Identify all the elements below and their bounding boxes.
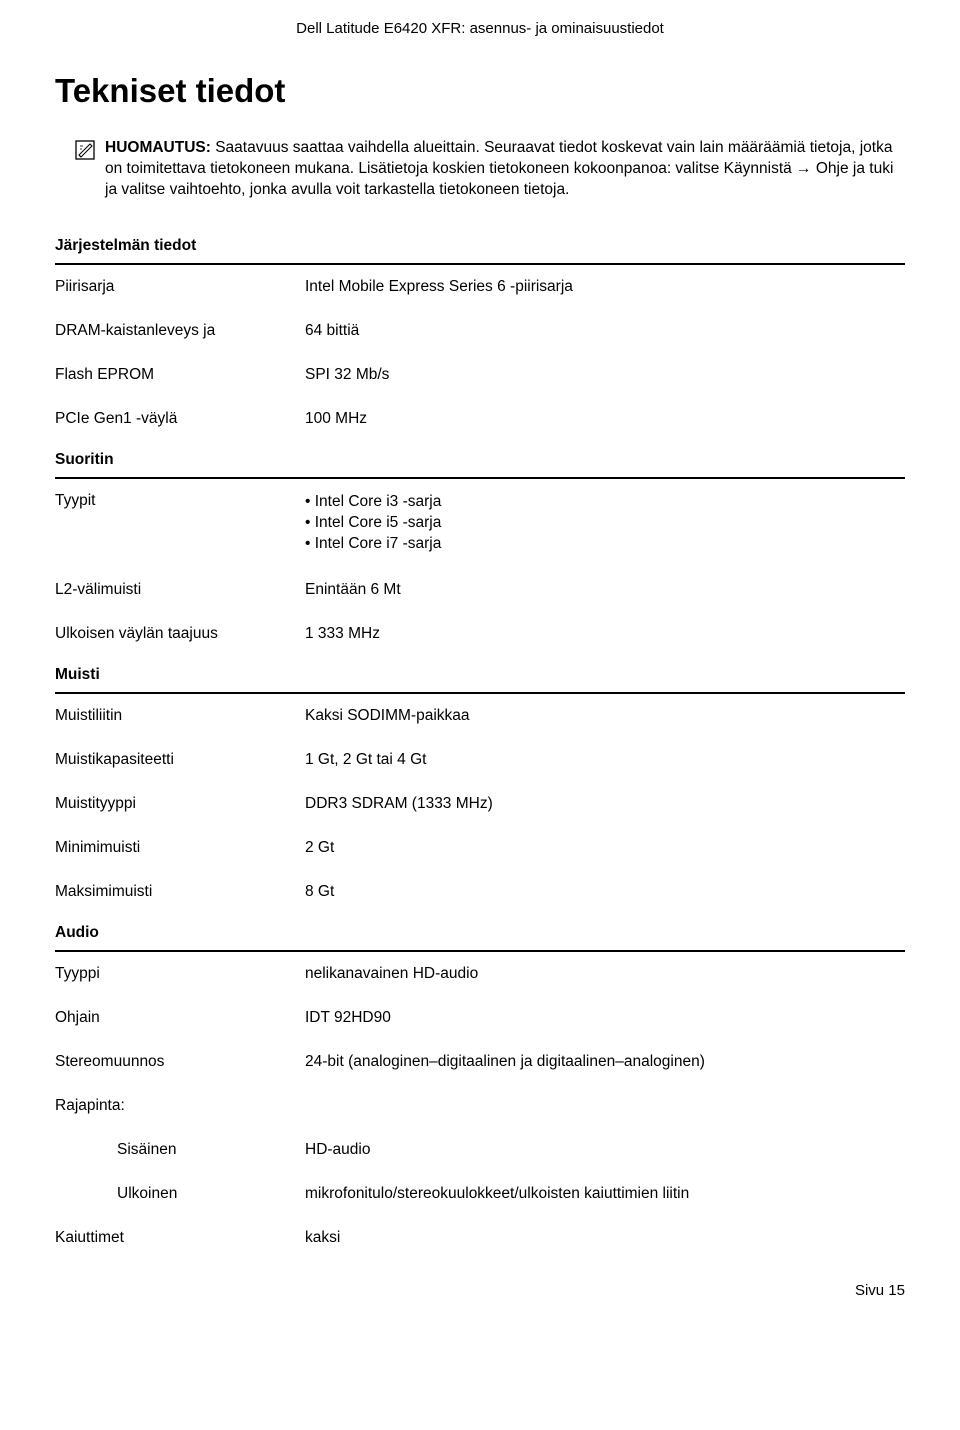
- spec-label: Minimimuisti: [55, 839, 305, 857]
- spec-row: PCIe Gen1 -väylä 100 MHz: [55, 397, 905, 441]
- section-header-processor: Suoritin: [55, 445, 905, 479]
- spec-row: Tyyppi nelikanavainen HD-audio: [55, 952, 905, 996]
- spec-value: Intel Core i3 -sarja Intel Core i5 -sarj…: [305, 492, 441, 555]
- spec-label: Tyyppi: [55, 965, 305, 983]
- spec-label: Stereomuunnos: [55, 1053, 305, 1071]
- spec-value: 1 Gt, 2 Gt tai 4 Gt: [305, 751, 426, 769]
- spec-label: Piirisarja: [55, 278, 305, 296]
- spec-row: Muistityyppi DDR3 SDRAM (1333 MHz): [55, 782, 905, 826]
- spec-row: Ohjain IDT 92HD90: [55, 996, 905, 1040]
- spec-row: L2-välimuisti Enintään 6 Mt: [55, 568, 905, 612]
- spec-label: Maksimimuisti: [55, 883, 305, 901]
- spec-row: Muistiliitin Kaksi SODIMM-paikkaa: [55, 694, 905, 738]
- spec-label: Ohjain: [55, 1009, 305, 1027]
- note-text: HUOMAUTUS: Saatavuus saattaa vaihdella a…: [105, 138, 895, 201]
- spec-row: Ulkoinen mikrofonitulo/stereokuulokkeet/…: [55, 1172, 905, 1216]
- spec-value: 8 Gt: [305, 883, 334, 901]
- spec-label: Muistiliitin: [55, 707, 305, 725]
- document-header: Dell Latitude E6420 XFR: asennus- ja omi…: [55, 20, 905, 37]
- spec-row: Kaiuttimet kaksi: [55, 1216, 905, 1260]
- note-block: HUOMAUTUS: Saatavuus saattaa vaihdella a…: [55, 138, 905, 201]
- spec-label: DRAM-kaistanleveys ja: [55, 322, 305, 340]
- spec-value: 1 333 MHz: [305, 625, 380, 643]
- spec-value: Intel Mobile Express Series 6 -piirisarj…: [305, 278, 573, 296]
- spec-label: Kaiuttimet: [55, 1229, 305, 1247]
- spec-row: Rajapinta:: [55, 1084, 905, 1128]
- spec-label: Ulkoisen väylän taajuus: [55, 625, 305, 643]
- spec-value: IDT 92HD90: [305, 1009, 391, 1027]
- section-header-system: Järjestelmän tiedot: [55, 231, 905, 265]
- list-item: Intel Core i5 -sarja: [305, 513, 441, 534]
- list-item: Intel Core i7 -sarja: [305, 534, 441, 555]
- spec-label: PCIe Gen1 -väylä: [55, 410, 305, 428]
- note-body: Saatavuus saattaa vaihdella alueittain. …: [105, 139, 893, 198]
- spec-value: 2 Gt: [305, 839, 334, 857]
- spec-row: Flash EPROM SPI 32 Mb/s: [55, 353, 905, 397]
- spec-row: DRAM-kaistanleveys ja 64 bittiä: [55, 309, 905, 353]
- spec-value: nelikanavainen HD-audio: [305, 965, 478, 983]
- section-header-memory: Muisti: [55, 660, 905, 694]
- spec-value: 24-bit (analoginen–digitaalinen ja digit…: [305, 1053, 705, 1071]
- spec-label: Muistikapasiteetti: [55, 751, 305, 769]
- page-title: Tekniset tiedot: [55, 72, 905, 110]
- spec-label: L2-välimuisti: [55, 581, 305, 599]
- spec-row: Sisäinen HD-audio: [55, 1128, 905, 1172]
- spec-label: Ulkoinen: [55, 1185, 305, 1203]
- spec-value: Kaksi SODIMM-paikkaa: [305, 707, 470, 725]
- spec-label: Tyypit: [55, 492, 305, 555]
- spec-row: Ulkoisen väylän taajuus 1 333 MHz: [55, 612, 905, 656]
- spec-value: SPI 32 Mb/s: [305, 366, 389, 384]
- spec-value: Enintään 6 Mt: [305, 581, 401, 599]
- spec-row: Maksimimuisti 8 Gt: [55, 870, 905, 914]
- spec-value: DDR3 SDRAM (1333 MHz): [305, 795, 493, 813]
- spec-value: mikrofonitulo/stereokuulokkeet/ulkoisten…: [305, 1185, 689, 1203]
- spec-value: 64 bittiä: [305, 322, 359, 340]
- spec-row: Piirisarja Intel Mobile Express Series 6…: [55, 265, 905, 309]
- list-item: Intel Core i3 -sarja: [305, 492, 441, 513]
- page-number: Sivu 15: [55, 1282, 905, 1299]
- spec-label: Muistityyppi: [55, 795, 305, 813]
- spec-row: Muistikapasiteetti 1 Gt, 2 Gt tai 4 Gt: [55, 738, 905, 782]
- spec-value: HD-audio: [305, 1141, 370, 1159]
- section-header-audio: Audio: [55, 918, 905, 952]
- spec-row: Tyypit Intel Core i3 -sarja Intel Core i…: [55, 479, 905, 568]
- spec-row: Stereomuunnos 24-bit (analoginen–digitaa…: [55, 1040, 905, 1084]
- spec-label: Rajapinta:: [55, 1097, 305, 1115]
- note-icon: [75, 140, 95, 164]
- note-label: HUOMAUTUS:: [105, 139, 211, 156]
- spec-row: Minimimuisti 2 Gt: [55, 826, 905, 870]
- spec-value: kaksi: [305, 1229, 340, 1247]
- spec-label: Flash EPROM: [55, 366, 305, 384]
- spec-label: Sisäinen: [55, 1141, 305, 1159]
- spec-value: 100 MHz: [305, 410, 367, 428]
